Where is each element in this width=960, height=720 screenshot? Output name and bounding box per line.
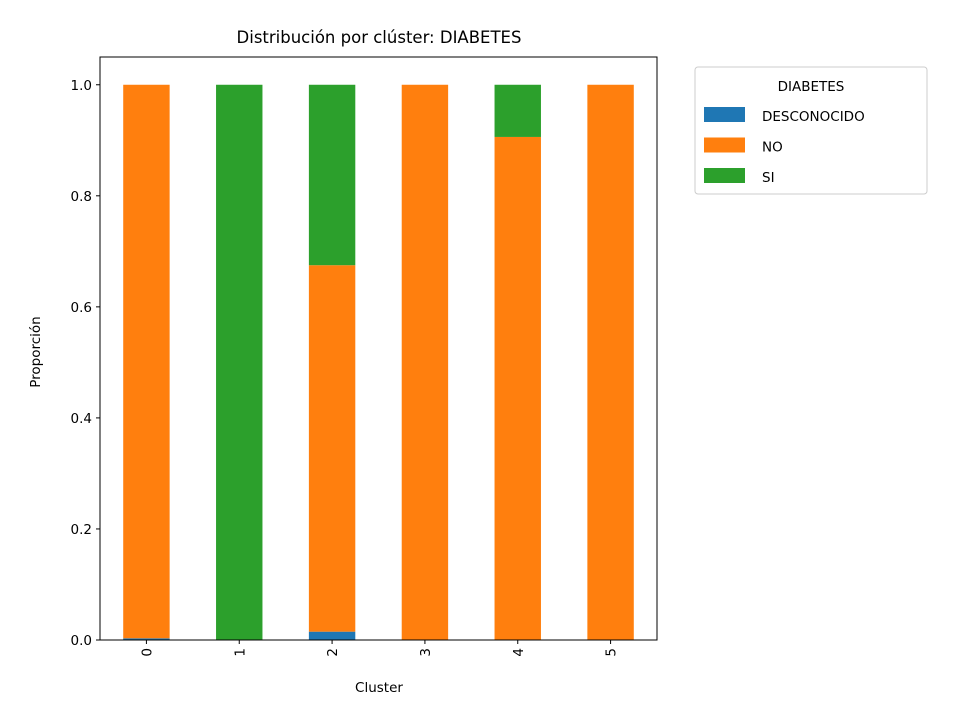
legend-frame <box>694 66 928 195</box>
bar-no-cluster-4 <box>494 136 541 640</box>
legend-title: DIABETES <box>778 79 845 95</box>
legend-label-desconocido: DESCONOCIDO <box>762 109 865 125</box>
bar-si-cluster-2 <box>308 84 356 266</box>
axes-frame <box>99 56 658 641</box>
x-tick-label: 3 <box>418 648 434 657</box>
legend-label-si: SI <box>762 170 775 186</box>
y-tick-label: 0.0 <box>71 633 92 649</box>
plot-area: 0.0 0.2 0.4 0.6 0.8 1.0 0 1 2 3 4 5 <box>71 56 658 657</box>
x-axis-label: Cluster <box>355 680 403 696</box>
x-tick-label: 5 <box>604 648 620 657</box>
bar-desconocido-cluster-0 <box>123 638 170 640</box>
y-tick-label: 0.4 <box>71 411 92 427</box>
x-tick-label: 4 <box>511 648 527 657</box>
chart-title: Distribución por clúster: DIABETES <box>237 28 522 47</box>
y-tick-label: 0.6 <box>71 300 92 316</box>
x-tick-label: 1 <box>232 648 248 657</box>
legend-swatch-desconocido <box>704 107 745 122</box>
bar-no-cluster-5 <box>587 84 634 640</box>
bar-desconocido-cluster-2 <box>308 631 356 640</box>
bar-no-cluster-0 <box>123 84 170 639</box>
bar-si-cluster-4 <box>494 84 541 137</box>
y-axis-label: Proporción <box>28 316 44 388</box>
legend-swatch-si <box>704 168 745 183</box>
bar-no-cluster-2 <box>308 265 356 632</box>
legend-label-no: NO <box>762 140 783 156</box>
x-tick-label: 2 <box>325 648 341 657</box>
legend: DIABETES DESCONOCIDO NO SI <box>694 66 928 195</box>
y-tick-label: 0.8 <box>71 189 92 205</box>
bar-no-cluster-3 <box>401 84 449 640</box>
bar-si-cluster-1 <box>216 84 263 640</box>
legend-swatch-no <box>704 137 745 153</box>
y-tick-label: 0.2 <box>71 522 92 538</box>
y-tick-label: 1.0 <box>71 78 92 94</box>
x-tick-label: 0 <box>139 648 155 657</box>
